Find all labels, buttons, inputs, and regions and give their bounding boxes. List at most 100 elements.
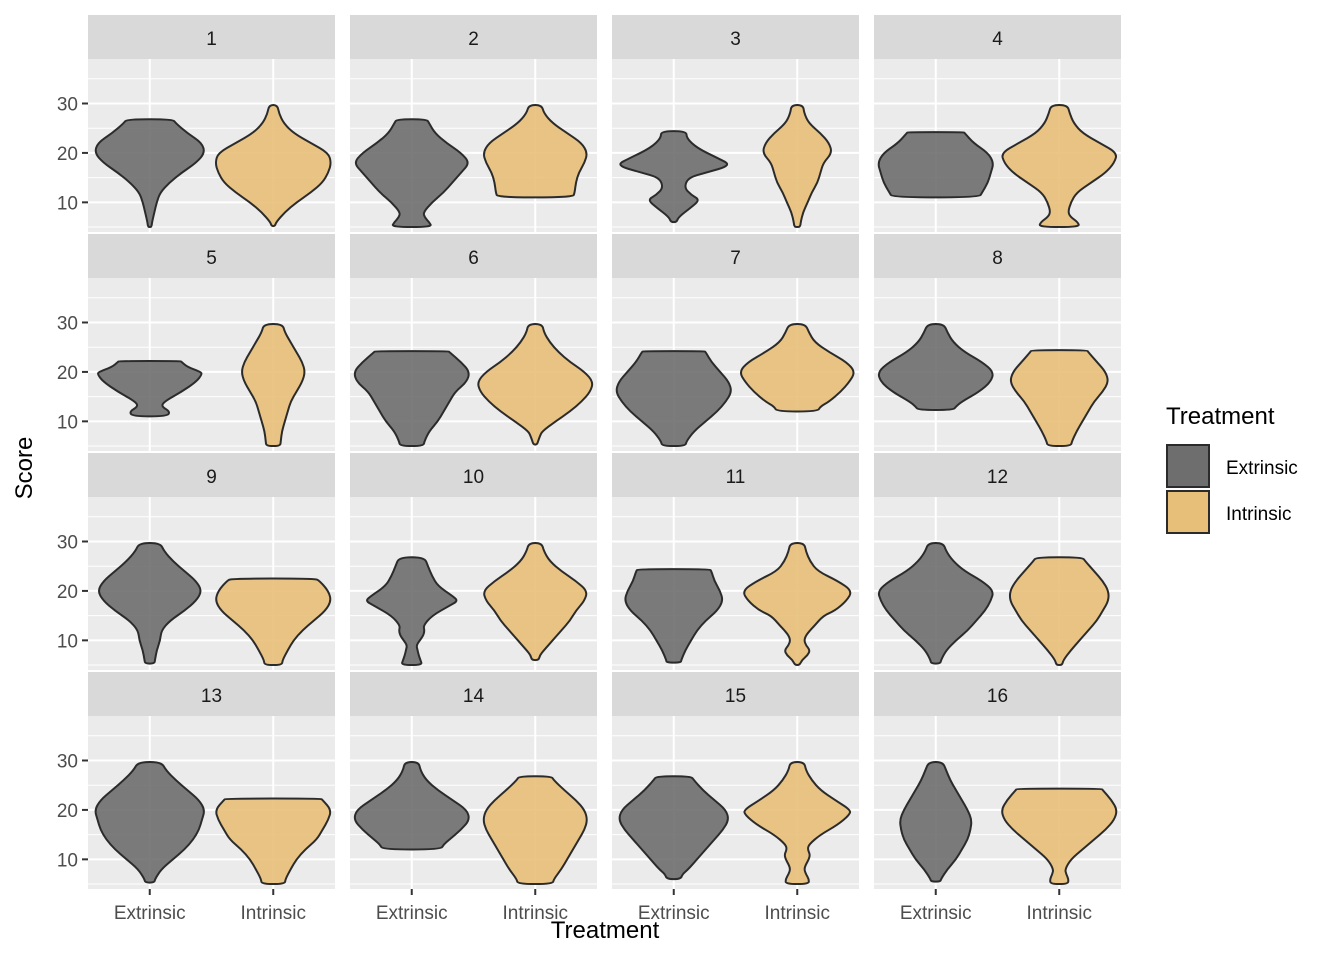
violin-intrinsic (241, 322, 306, 448)
violin-intrinsic (482, 775, 588, 886)
violin-extrinsic (619, 130, 729, 224)
facet-strip (88, 453, 335, 497)
facet-strip (88, 672, 335, 716)
violin-extrinsic (354, 118, 469, 229)
facet-panel-15: 15 Extrinsic Intrinsic (612, 672, 859, 924)
facet-strip (350, 234, 597, 278)
violin-extrinsic (877, 131, 994, 199)
x-axis-title: Treatment (551, 917, 660, 944)
facet-strip (874, 453, 1121, 497)
violin-extrinsic (624, 568, 724, 664)
violin-extrinsic (94, 118, 205, 229)
violin-intrinsic (762, 103, 832, 229)
y-tick-label: 30 (57, 751, 78, 772)
violin-extrinsic (366, 556, 458, 667)
violin-intrinsic (477, 322, 594, 446)
facet-strip-label: 16 (987, 686, 1008, 707)
legend-label-intrinsic: Intrinsic (1226, 504, 1291, 525)
legend-label-extrinsic: Extrinsic (1226, 458, 1298, 479)
violin-intrinsic (483, 541, 588, 662)
x-tick-label: Intrinsic (241, 903, 306, 924)
facet-strip-label: 14 (463, 686, 485, 707)
violin-extrinsic (899, 760, 973, 883)
y-tick-label: 10 (57, 412, 78, 433)
facet-strip (874, 234, 1121, 278)
legend: Treatment Extrinsic Intrinsic (1166, 403, 1298, 534)
violin-extrinsic (353, 760, 470, 851)
facet-panel-14: 14 Extrinsic Intrinsic (350, 672, 597, 924)
facet-strip-label: 6 (468, 248, 479, 269)
violin-extrinsic (618, 775, 729, 881)
violin-intrinsic (743, 541, 852, 667)
y-tick-label: 10 (57, 850, 78, 871)
y-tick-label: 20 (57, 582, 78, 603)
violin-intrinsic (1001, 787, 1118, 886)
legend-title: Treatment (1166, 403, 1275, 430)
facet-panel-8: 8 (874, 234, 1121, 451)
y-tick-label: 30 (57, 532, 78, 553)
facet-panel-9: 9 10 20 30 (57, 453, 335, 670)
facet-panel-7: 7 (612, 234, 859, 451)
violin-extrinsic (353, 350, 470, 448)
facet-strip-label: 12 (987, 467, 1008, 488)
y-tick-label: 10 (57, 193, 78, 214)
violin-extrinsic (615, 350, 732, 448)
legend-key-extrinsic (1166, 444, 1210, 488)
y-tick-label: 30 (57, 313, 78, 334)
violin-intrinsic (215, 577, 332, 667)
facet-panel-5: 5 10 20 30 (57, 234, 335, 451)
facet-panel-4: 4 (874, 15, 1121, 232)
x-tick-label: Intrinsic (1027, 903, 1092, 924)
x-tick-label: Intrinsic (503, 903, 568, 924)
facet-panel-1: 1 10 20 30 (57, 15, 335, 232)
facet-strip (874, 15, 1121, 59)
violin-extrinsic (94, 760, 205, 884)
y-tick-label: 20 (57, 363, 78, 384)
facet-panel-2: 2 (350, 15, 597, 232)
facet-panel-13: 13 10 20 30 Extrinsic Intrinsic (57, 672, 335, 924)
violin-intrinsic (1008, 556, 1110, 667)
facet-panel-12: 12 (874, 453, 1121, 670)
violin-extrinsic (877, 322, 994, 411)
facet-panel-3: 3 (612, 15, 859, 232)
y-tick-label: 20 (57, 801, 78, 822)
facet-panel-6: 6 (350, 234, 597, 451)
x-tick-label: Extrinsic (638, 903, 710, 924)
y-tick-label: 30 (57, 94, 78, 115)
violin-extrinsic (98, 541, 202, 665)
x-tick-label: Intrinsic (765, 903, 830, 924)
facet-strip (350, 672, 597, 716)
facet-strip-label: 15 (725, 686, 746, 707)
violin-extrinsic (97, 360, 203, 418)
y-tick-label: 20 (57, 144, 78, 165)
facet-strip-label: 3 (730, 29, 741, 50)
x-tick-label: Extrinsic (376, 903, 448, 924)
x-tick-label: Extrinsic (114, 903, 186, 924)
facet-strip (350, 453, 597, 497)
x-tick-label: Extrinsic (900, 903, 972, 924)
facet-strip (88, 234, 335, 278)
violin-intrinsic (1001, 103, 1117, 229)
panels-layer: 1 10 20 30 2 3 4 5 10 20 30 6 7 8 9 10 20 30 10 11 12 13 10 20 3… (57, 15, 1121, 924)
violin-intrinsic (215, 797, 332, 886)
facet-strip-label: 9 (206, 467, 217, 488)
facet-strip-label: 1 (206, 29, 217, 50)
facet-strip (612, 672, 859, 716)
violin-intrinsic (1009, 349, 1109, 448)
facet-strip-label: 5 (206, 248, 217, 269)
facet-strip-label: 13 (201, 686, 222, 707)
facet-strip (612, 15, 859, 59)
legend-key-intrinsic (1166, 490, 1210, 534)
facet-panel-11: 11 (612, 453, 859, 670)
violin-intrinsic (214, 103, 332, 228)
facet-panel-10: 10 (350, 453, 597, 670)
facet-strip-label: 8 (992, 248, 1003, 269)
facet-panel-16: 16 Extrinsic Intrinsic (874, 672, 1121, 924)
facet-strip-label: 10 (463, 467, 484, 488)
facet-strip (612, 453, 859, 497)
facet-strip (350, 15, 597, 59)
facet-strip-label: 11 (726, 467, 746, 488)
facet-strip (88, 15, 335, 59)
violin-intrinsic (739, 322, 855, 413)
